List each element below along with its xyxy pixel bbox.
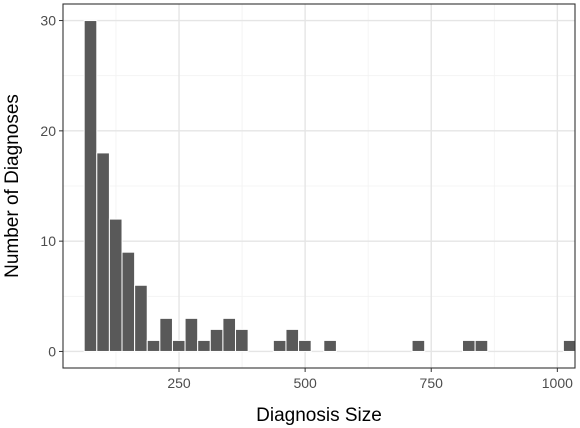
plot-border xyxy=(62,3,576,369)
histogram-bar xyxy=(197,339,211,352)
histogram-bar xyxy=(96,152,110,352)
y-tick-label: 30 xyxy=(40,13,56,29)
histogram-bar xyxy=(146,339,161,352)
x-tick-label: 250 xyxy=(167,375,191,391)
major-gridlines xyxy=(63,4,575,368)
histogram-bar xyxy=(235,328,249,352)
y-axis-title: Number of Diagnoses xyxy=(2,94,23,278)
histogram-bar xyxy=(285,328,300,352)
x-axis-ticks: 250 500 750 1000 xyxy=(167,368,573,391)
histogram-bar xyxy=(411,339,426,352)
x-tick-label: 1000 xyxy=(542,375,573,391)
y-axis-ticks: 0 10 20 30 xyxy=(40,13,63,359)
x-tick-label: 500 xyxy=(293,375,317,391)
histogram-bar xyxy=(171,339,186,352)
y-tick-label: 20 xyxy=(40,123,56,139)
histogram-bar xyxy=(298,339,312,352)
histogram-bar xyxy=(121,251,136,352)
histogram-bar xyxy=(184,317,199,352)
histogram-bar xyxy=(323,339,337,352)
histogram-bar xyxy=(462,339,476,352)
histogram-bar xyxy=(562,339,577,352)
histogram-bar xyxy=(222,317,237,352)
histogram-bar xyxy=(474,339,489,352)
y-tick-label: 10 xyxy=(40,233,56,249)
histogram-bar xyxy=(209,328,224,352)
x-axis-title: Diagnosis Size xyxy=(256,405,382,426)
y-tick-label: 0 xyxy=(48,343,56,359)
histogram-bar xyxy=(83,20,98,352)
x-tick-label: 750 xyxy=(420,375,444,391)
histogram-bars xyxy=(83,20,577,352)
minor-gridlines xyxy=(63,4,575,368)
histogram-bar xyxy=(108,218,123,352)
histogram-bar xyxy=(272,339,287,352)
histogram-bar xyxy=(159,317,173,352)
histogram-bar xyxy=(134,284,148,352)
